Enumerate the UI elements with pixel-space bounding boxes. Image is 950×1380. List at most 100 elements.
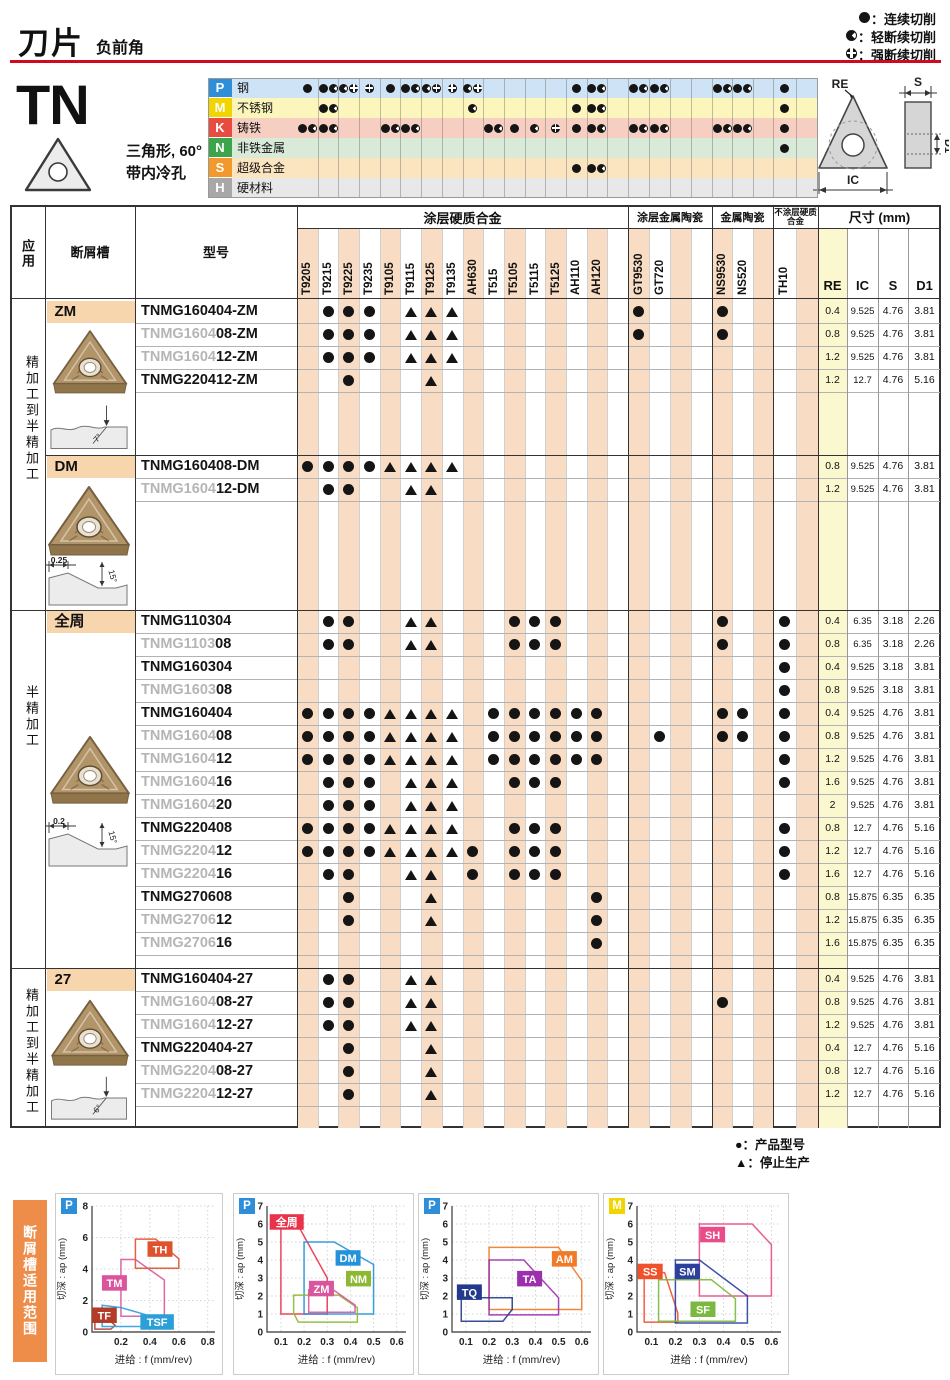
suitability-light-interrupted-mark [639, 83, 648, 93]
material-letter-P: P [208, 78, 232, 98]
suitability-continuous-mark [779, 83, 789, 93]
svg-text:0.4: 0.4 [343, 1337, 357, 1348]
chart-material-badge-P: P [61, 1198, 77, 1214]
suitability-light-interrupted-mark [328, 103, 338, 113]
band-col-sep [421, 78, 423, 198]
chart-box: P 0.2 0.4 0.6 0.8 0 2 4 6 8 进给 : f (mm/rev) 切深 : ap… [55, 1193, 223, 1375]
suitability-continuous-mark [779, 143, 789, 153]
svg-text:进给 : f (mm/rev): 进给 : f (mm/rev) [670, 1353, 748, 1366]
material-grade-strip [297, 138, 818, 158]
chart-plot: 0.1 0.2 0.3 0.4 0.5 0.6 0 1 2 3 4 5 6 7 进给 : f (mm/rev… [235, 1202, 406, 1366]
svg-text:进给 : f (mm/rev): 进给 : f (mm/rev) [483, 1353, 561, 1366]
suitability-continuous-mark [297, 123, 307, 133]
svg-text:1: 1 [257, 1310, 263, 1321]
chart-box: P 0.1 0.2 0.3 0.4 0.5 0.6 0 1 2 3 4 5 6 7 进给 : f (mm/re… [418, 1193, 599, 1375]
chart-plot: 0.1 0.2 0.3 0.4 0.5 0.6 0 1 2 3 4 5 6 7 进给 : f (mm/rev… [605, 1202, 781, 1366]
svg-text:4: 4 [627, 1256, 633, 1267]
material-name: 钢 [232, 78, 297, 98]
chart-region-TQ [460, 1297, 513, 1322]
suitability-continuous-mark [733, 83, 742, 93]
band-col-sep [524, 78, 526, 198]
material-name: 铸铁 [232, 118, 297, 138]
material-grade-strip [297, 78, 818, 98]
suitability-light-interrupted-mark [722, 123, 732, 133]
suitability-heavy-interrupted-mark [364, 83, 374, 93]
chart-region-label-ZM [308, 1280, 334, 1297]
chart-region-TM [120, 1258, 166, 1317]
suitability-light-interrupted-mark [494, 123, 504, 133]
svg-text:7: 7 [257, 1202, 263, 1213]
band-col-sep [338, 78, 340, 198]
triangle-insert-icon [24, 137, 92, 192]
svg-text:0.1: 0.1 [459, 1337, 473, 1348]
chart-region-SM [674, 1259, 749, 1324]
col-header-chipbreaker: 断屑槽 [70, 245, 110, 260]
chart-region-label-SF [690, 1301, 716, 1317]
suitability-light-interrupted-mark [597, 103, 607, 113]
svg-text:0.3: 0.3 [692, 1337, 706, 1348]
chart-region-label-TM [101, 1275, 127, 1291]
svg-text:全周: 全周 [275, 1215, 298, 1229]
band-col-sep [649, 78, 650, 198]
suitability-light-interrupted-mark [660, 83, 669, 93]
suitability-heavy-interrupted-mark [431, 83, 441, 93]
band-col-sep [586, 78, 588, 198]
svg-text:0.6: 0.6 [764, 1337, 778, 1348]
svg-text:进给 : f (mm/rev): 进给 : f (mm/rev) [298, 1353, 376, 1366]
chart-region-label-TF [91, 1307, 117, 1323]
svg-text:0.3: 0.3 [505, 1337, 519, 1348]
chart-region-label-TA [517, 1270, 543, 1287]
chart-region-SH [698, 1223, 773, 1297]
suitability-continuous-mark [779, 103, 789, 113]
suitability-light-interrupted-mark [722, 83, 732, 93]
svg-text:IC: IC [847, 173, 859, 187]
legend-label: ：强断续切削 [857, 48, 936, 63]
svg-text:4: 4 [442, 1256, 448, 1267]
svg-text:SF: SF [696, 1305, 710, 1317]
legend-item: ：强断续切削 [700, 44, 940, 63]
material-name: 超级合金 [232, 158, 297, 178]
chart-region-label-SM [674, 1263, 700, 1280]
svg-text:7: 7 [442, 1202, 448, 1213]
suitability-light-interrupted-mark [307, 123, 317, 133]
band-col-sep [628, 78, 629, 198]
svg-text:8: 8 [82, 1202, 88, 1213]
svg-text:DM: DM [340, 1253, 357, 1265]
suitability-continuous-mark [779, 123, 789, 133]
svg-text:3: 3 [257, 1274, 263, 1285]
suitability-light-interrupted-mark [639, 123, 648, 133]
svg-text:RE: RE [832, 77, 849, 91]
suitability-light-interrupted-mark [597, 163, 607, 173]
material-name: 不锈钢 [232, 98, 297, 118]
chart-region-label-TH [147, 1241, 173, 1257]
band-col-sep [545, 78, 547, 198]
band-col-sep [317, 78, 319, 198]
legend-full-circle [859, 11, 870, 23]
band-col-sep [483, 78, 485, 198]
svg-text:切深 : ap (mm): 切深 : ap (mm) [420, 1238, 431, 1300]
svg-text:0.6: 0.6 [575, 1337, 589, 1348]
suitability-light-interrupted-mark [468, 103, 478, 113]
page-title: 刀片 [18, 26, 84, 61]
suitability-continuous-mark [571, 103, 581, 113]
band-col-sep [462, 78, 464, 198]
svg-text:TF: TF [98, 1310, 112, 1322]
band-col-sep [752, 78, 754, 198]
suitability-continuous-mark [380, 123, 390, 133]
material-letter-S: S [208, 158, 232, 178]
suitability-light-interrupted-mark [328, 83, 338, 93]
svg-text:6: 6 [257, 1220, 263, 1231]
suitability-light-interrupted-mark [339, 83, 349, 93]
suitability-continuous-mark [712, 83, 722, 93]
svg-text:切深 : ap (mm): 切深 : ap (mm) [235, 1238, 246, 1300]
suitability-light-interrupted-mark [463, 83, 473, 93]
svg-text:0.1: 0.1 [274, 1337, 288, 1348]
band-col-sep [712, 78, 713, 198]
svg-text:2: 2 [257, 1292, 263, 1303]
suitability-light-interrupted-mark [411, 83, 421, 93]
svg-text:ZM: ZM [313, 1284, 329, 1296]
suitability-continuous-mark [484, 123, 494, 133]
suitability-continuous-mark [302, 83, 312, 93]
svg-text:0.5: 0.5 [367, 1337, 381, 1348]
svg-text:0.1: 0.1 [644, 1337, 658, 1348]
